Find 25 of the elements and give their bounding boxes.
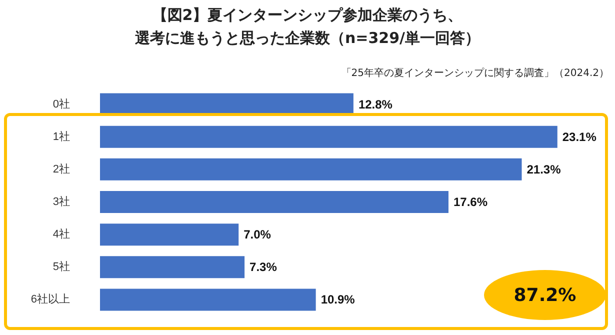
y-tick-label: 0社 [52,97,70,110]
oval-badge: 87.2% [484,270,606,320]
y-tick-label: 1社 [52,130,70,143]
data-label: 7.0% [244,228,272,242]
bar [100,288,316,311]
data-label: 23.1% [562,130,597,144]
chart-title: 【図2】夏インターンシップ参加企業のうち、 [151,5,464,26]
chart-subtitle: 選考に進もうと思った企業数（n=329/単一回答） [134,28,482,49]
bar [100,126,558,148]
bar [100,191,448,213]
y-tick-label: 3社 [52,195,70,208]
y-tick-label: 6社以上 [30,292,70,306]
y-tick-label: 5社 [52,260,70,274]
text: 「25年卒の夏インターンシップに関する調査」（2024.2） [341,66,609,80]
bar [100,158,522,180]
bar [100,224,239,246]
data-label: 10.9% [320,292,356,307]
data-label: 12.8% [358,97,393,112]
y-tick-label: 2社 [52,162,70,176]
annotation: 87.2% [514,284,576,306]
data-label: 21.3% [526,162,562,176]
y-tick-label: 4社 [52,228,70,241]
data-label: 17.6% [453,195,488,209]
data-label: 7.3% [250,260,278,274]
bar [100,256,245,278]
